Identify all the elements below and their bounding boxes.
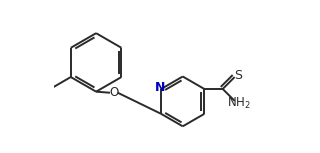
Text: N: N [155, 81, 165, 94]
Text: O: O [109, 86, 118, 99]
Text: S: S [235, 69, 243, 82]
Text: NH$_2$: NH$_2$ [228, 95, 251, 111]
